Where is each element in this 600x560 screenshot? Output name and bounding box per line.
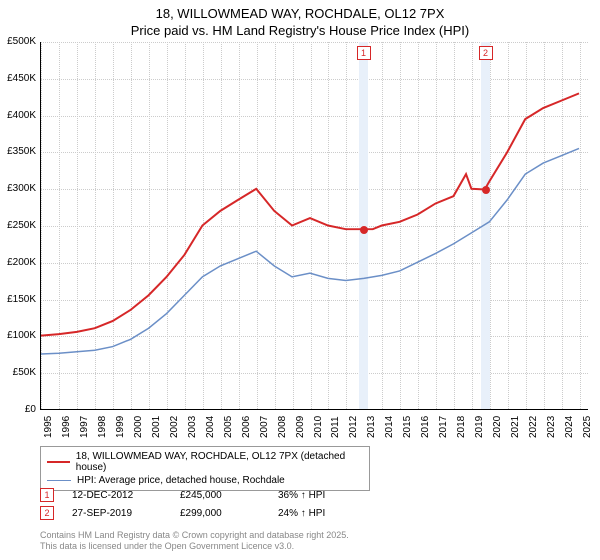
x-axis-label: 2015 — [402, 416, 413, 438]
x-axis-label: 2019 — [474, 416, 485, 438]
series-property_price — [41, 93, 579, 335]
x-axis-label: 2000 — [133, 416, 144, 438]
title-line1: 18, WILLOWMEAD WAY, ROCHDALE, OL12 7PX — [0, 6, 600, 23]
sale-delta: 24% ↑ HPI — [278, 508, 325, 519]
sale-delta: 36% ↑ HPI — [278, 490, 325, 501]
legend-row: 18, WILLOWMEAD WAY, ROCHDALE, OL12 7PX (… — [47, 450, 363, 474]
y-axis-label: £200K — [0, 257, 36, 268]
series-hpi — [41, 148, 579, 354]
x-axis-label: 2004 — [205, 416, 216, 438]
title-line2: Price paid vs. HM Land Registry's House … — [0, 23, 600, 40]
legend: 18, WILLOWMEAD WAY, ROCHDALE, OL12 7PX (… — [40, 446, 370, 491]
sale-price: £245,000 — [180, 490, 260, 501]
sale-point — [482, 186, 490, 194]
y-axis-label: £0 — [0, 404, 36, 415]
y-axis-label: £400K — [0, 110, 36, 121]
x-axis-label: 2017 — [438, 416, 449, 438]
x-axis-label: 1995 — [43, 416, 54, 438]
x-axis-label: 2009 — [295, 416, 306, 438]
x-axis-label: 2024 — [564, 416, 575, 438]
x-axis-label: 2023 — [546, 416, 557, 438]
y-axis-label: £450K — [0, 73, 36, 84]
y-axis-label: £150K — [0, 294, 36, 305]
chart-title: 18, WILLOWMEAD WAY, ROCHDALE, OL12 7PX P… — [0, 0, 600, 42]
x-axis-label: 2010 — [313, 416, 324, 438]
x-axis-label: 2012 — [348, 416, 359, 438]
sale-price: £299,000 — [180, 508, 260, 519]
legend-label: 18, WILLOWMEAD WAY, ROCHDALE, OL12 7PX (… — [76, 451, 363, 473]
sale-marker: 1 — [40, 488, 54, 502]
x-axis-label: 2025 — [582, 416, 593, 438]
x-axis-label: 1997 — [79, 416, 90, 438]
x-axis-label: 2002 — [169, 416, 180, 438]
x-axis-label: 2020 — [492, 416, 503, 438]
x-axis-label: 2018 — [456, 416, 467, 438]
x-axis-label: 2005 — [223, 416, 234, 438]
sale-date: 12-DEC-2012 — [72, 490, 162, 501]
footnote: Contains HM Land Registry data © Crown c… — [40, 530, 349, 552]
sale-date: 27-SEP-2019 — [72, 508, 162, 519]
y-axis-label: £50K — [0, 367, 36, 378]
x-axis-label: 1999 — [115, 416, 126, 438]
sale-marker-1: 1 — [357, 46, 371, 60]
chart-lines — [41, 42, 588, 409]
footnote-line1: Contains HM Land Registry data © Crown c… — [40, 530, 349, 541]
sale-marker-2: 2 — [479, 46, 493, 60]
y-axis-label: £500K — [0, 36, 36, 47]
x-axis-label: 2011 — [330, 416, 341, 438]
x-axis-label: 2001 — [151, 416, 162, 438]
x-axis-label: 1998 — [97, 416, 108, 438]
legend-label: HPI: Average price, detached house, Roch… — [77, 475, 285, 486]
footnote-line2: This data is licensed under the Open Gov… — [40, 541, 349, 552]
y-axis-label: £100K — [0, 330, 36, 341]
x-axis-label: 2022 — [528, 416, 539, 438]
sale-marker: 2 — [40, 506, 54, 520]
x-axis-label: 2021 — [510, 416, 521, 438]
sales-table: 1 12-DEC-2012 £245,000 36% ↑ HPI 2 27-SEP-201… — [40, 486, 325, 522]
y-axis-label: £300K — [0, 183, 36, 194]
legend-swatch — [47, 461, 70, 463]
y-axis-label: £350K — [0, 146, 36, 157]
sale-point — [360, 226, 368, 234]
y-axis-label: £250K — [0, 220, 36, 231]
legend-swatch — [47, 480, 71, 482]
x-axis-label: 2007 — [259, 416, 270, 438]
x-axis-label: 1996 — [61, 416, 72, 438]
chart-plot-area: 12 — [40, 42, 588, 410]
sales-row: 1 12-DEC-2012 £245,000 36% ↑ HPI — [40, 486, 325, 504]
x-axis-label: 2003 — [187, 416, 198, 438]
sales-row: 2 27-SEP-2019 £299,000 24% ↑ HPI — [40, 504, 325, 522]
x-axis-label: 2014 — [384, 416, 395, 438]
x-axis-label: 2016 — [420, 416, 431, 438]
x-axis-label: 2013 — [366, 416, 377, 438]
x-axis-label: 2008 — [277, 416, 288, 438]
x-axis-label: 2006 — [241, 416, 252, 438]
